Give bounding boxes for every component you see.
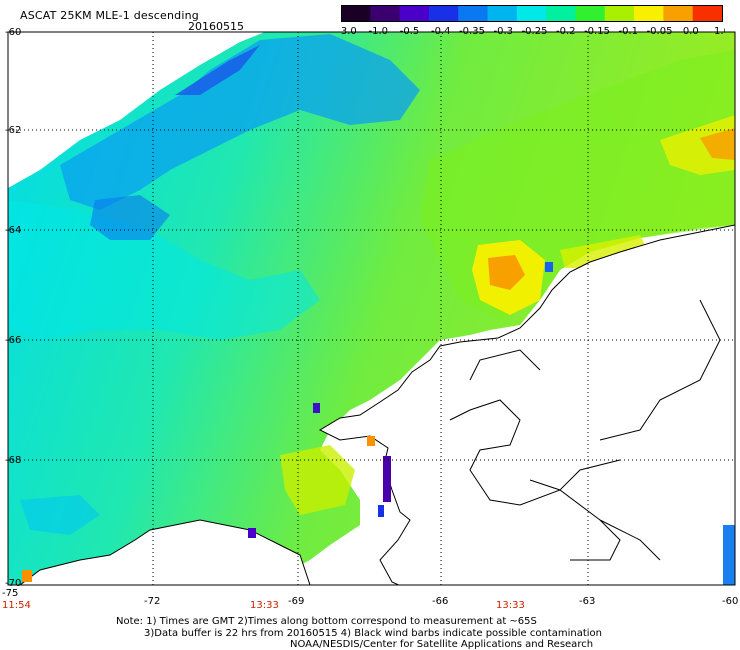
lon-label-66: -66 [432,596,449,607]
colorbar-swatch [663,6,694,22]
colorbar-swatch [604,6,635,22]
colorbar-tick-label: -0.5 [400,26,420,35]
lat-label-70: -70 [5,578,22,589]
colorbar-swatch [516,6,547,22]
colorbar-tick-label: -0.2 [556,26,576,35]
blue-pixel-b [313,403,320,413]
colorbar-border [341,5,723,22]
colorbar-tick-label: -0.25 [522,26,548,35]
lon-label-72: -72 [144,596,161,607]
colorbar-swatch [399,6,430,22]
map-frame [7,31,736,586]
orange-pixel-a [367,436,375,446]
blue-strip-se [723,525,735,585]
note-line-2: 3)Data buffer is 22 hrs from 20160515 4)… [144,628,602,639]
lon-label-60: -60 [722,596,739,607]
orange-blob [488,255,525,290]
cyan-region-west [8,200,320,340]
colorbar-swatches [341,6,723,22]
lon-label-63: -63 [579,596,596,607]
orange-pixel-b [22,570,32,582]
colorbar-tick-label: -0.05 [647,26,673,35]
colorbar-tick-label: -3.0 [341,26,357,35]
lat-label-66: -66 [5,335,22,346]
colorbar-swatch [428,6,459,22]
colorbar-tick-label: -0.1 [619,26,639,35]
colorbar: -3.0-1.0-0.5-0.4-0.35-0.3-0.25-0.2-0.15-… [341,5,725,35]
graticule [8,32,735,585]
yellow-south [280,445,355,515]
colorbar-swatch [546,6,576,22]
orange-east-edge [700,128,735,160]
colorbar-swatch [458,6,489,22]
colorbar-swatch [634,6,664,22]
blue-pixel-a [378,505,384,517]
colorbar-tick-label: -0.35 [459,26,485,35]
colorbar-swatch [575,6,606,22]
purple-strip [383,456,391,502]
lon-label-69: -69 [288,596,305,607]
map-title: ASCAT 25KM MLE-1 descending [20,9,199,22]
colorbar-swatch [692,6,723,22]
note-line-1: Note: 1) Times are GMT 2)Times along bot… [116,616,537,627]
coast-detail [449,299,721,561]
lon-label-75: -75 [2,588,19,599]
colorbar-labels: -3.0-1.0-0.5-0.4-0.35-0.3-0.25-0.2-0.15-… [341,26,725,35]
time-label-3: 13:33 [496,600,525,611]
map-date: 20160515 [188,20,244,33]
colorbar-swatch [487,6,518,22]
time-label-1: 11:54 [2,600,31,611]
blue-patch-center [90,195,170,240]
lat-label-64: -64 [5,225,22,236]
colorbar-tick-label: -0.3 [494,26,514,35]
cyan-patch-south [20,495,100,535]
blue-region-north [60,34,420,210]
lat-label-68: -68 [5,455,22,466]
note-line-3: NOAA/NESDIS/Center for Satellite Applica… [290,639,594,650]
blue-pixel-c [248,528,256,538]
colorbar-tick-label: -0.4 [431,26,451,35]
blue-streak [175,45,260,95]
colorbar-swatch [341,6,371,22]
colorbar-tick-label: -0.15 [584,26,610,35]
colorbar-tick-label: 0.0 [683,26,699,35]
colorbar-swatch [370,6,401,22]
time-label-2: 13:33 [250,600,279,611]
lat-label-62: -62 [5,125,22,136]
colorbar-tick-label: 1.0 [714,26,725,35]
coastline-south [19,519,311,585]
colorbar-tick-label: -1.0 [369,26,389,35]
blue-pixel-d [545,262,553,272]
lat-label-60: -60 [5,27,22,38]
